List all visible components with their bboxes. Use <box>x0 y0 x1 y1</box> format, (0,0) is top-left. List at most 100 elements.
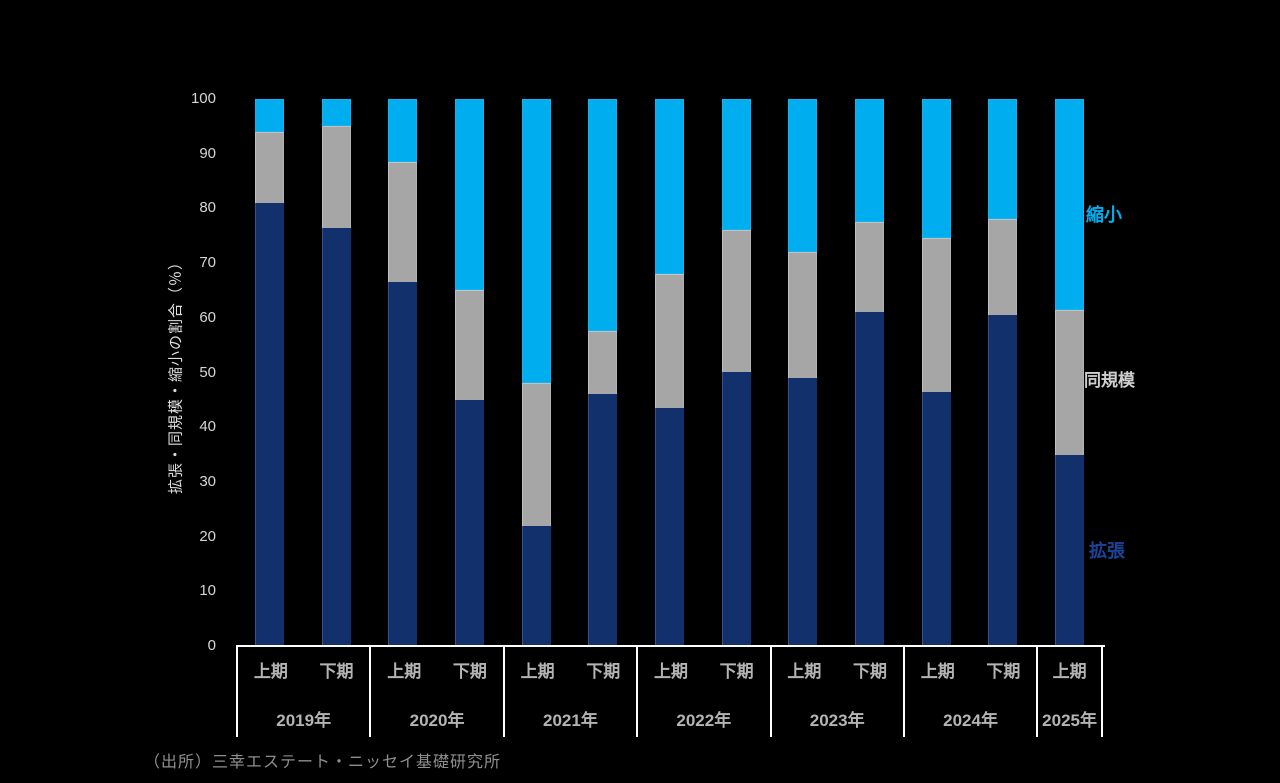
bar-segment-拡張 <box>588 394 618 646</box>
source-note: （出所）三幸エステート・ニッセイ基礎研究所 <box>144 754 502 771</box>
period-label: 下期 <box>452 662 487 681</box>
bars-row <box>636 99 769 646</box>
bars-row <box>369 99 502 646</box>
stacked-bar-2023年上期 <box>788 99 818 646</box>
period-label: 上期 <box>253 662 288 681</box>
year-label: 2020年 <box>409 711 465 730</box>
y-tick-label: 30 <box>199 472 216 490</box>
period-labels-row: 上期 下期 <box>638 657 769 682</box>
bar-segment-縮小 <box>855 99 885 223</box>
y-tick-label: 10 <box>199 582 216 600</box>
y-tick-label: 50 <box>199 363 216 381</box>
bar-segment-縮小 <box>654 99 684 275</box>
bar-segment-縮小 <box>454 99 484 291</box>
bars-row <box>503 99 636 646</box>
period-label: 下期 <box>319 662 354 681</box>
x-axis-line <box>236 645 1105 647</box>
bar-segment-同規模 <box>855 222 885 313</box>
y-tick-label: 100 <box>190 90 216 107</box>
period-label: 上期 <box>920 662 955 681</box>
bar-segment-同規模 <box>454 290 484 400</box>
legend-label-shrink: 縮小 <box>1086 205 1122 225</box>
bars-row <box>770 99 903 646</box>
stacked-bar-2022年上期 <box>654 99 684 646</box>
bar-group-2025年 <box>1036 99 1103 646</box>
bar-segment-同規模 <box>321 126 351 228</box>
bar-group-2022年 <box>636 99 769 646</box>
bar-group-2024年 <box>903 99 1036 646</box>
bar-group-2019年 <box>236 99 369 646</box>
stacked-bar-2022年下期 <box>721 99 751 646</box>
stacked-bar-2020年下期 <box>454 99 484 646</box>
legend-label-expand: 拡張 <box>1089 541 1125 561</box>
bar-group-2021年 <box>503 99 636 646</box>
year-label: 2021年 <box>543 711 598 730</box>
bar-segment-縮小 <box>1055 99 1085 310</box>
bar-segment-拡張 <box>654 408 684 646</box>
bar-segment-同規模 <box>254 131 284 203</box>
bar-segment-拡張 <box>1055 454 1085 646</box>
bar-segment-拡張 <box>521 525 551 646</box>
stacked-bar-2019年下期 <box>321 99 351 646</box>
period-label: 上期 <box>653 662 688 681</box>
plot-area <box>236 99 1103 646</box>
x-label-group-2019年: 上期 下期 2019年 <box>236 647 369 737</box>
bar-segment-同規模 <box>654 274 684 409</box>
period-labels-row: 上期 下期 <box>772 657 903 682</box>
stacked-bar-2024年上期 <box>921 99 951 646</box>
bar-segment-拡張 <box>788 377 818 646</box>
bar-segment-縮小 <box>721 99 751 231</box>
stacked-bar-2024年下期 <box>988 99 1018 646</box>
year-label: 2022年 <box>676 711 732 730</box>
y-tick-label: 70 <box>199 254 216 272</box>
period-label: 上期 <box>520 662 555 681</box>
bar-segment-縮小 <box>788 99 818 253</box>
bars-row <box>236 99 369 646</box>
bars-row <box>903 99 1036 646</box>
bar-segment-同規模 <box>388 161 418 283</box>
y-tick-label: 40 <box>199 418 216 436</box>
bar-segment-縮小 <box>521 99 551 384</box>
bar-segment-同規模 <box>921 238 951 392</box>
x-label-group-2021年: 上期 下期 2021年 <box>502 647 636 737</box>
bar-segment-拡張 <box>988 315 1018 646</box>
bar-segment-縮小 <box>988 99 1018 220</box>
period-label: 下期 <box>586 662 621 681</box>
x-label-group-2023年: 上期 下期 2023年 <box>769 647 903 737</box>
bar-segment-同規模 <box>1055 309 1085 455</box>
period-label: 上期 <box>387 662 422 681</box>
bar-segment-縮小 <box>254 99 284 132</box>
x-label-group-2022年: 上期 下期 2022年 <box>636 647 769 737</box>
y-tick-label: 0 <box>207 637 216 654</box>
bar-group-2020年 <box>369 99 502 646</box>
y-tick-label: 80 <box>199 199 216 217</box>
y-tick-label: 60 <box>199 308 216 326</box>
x-axis-label-table: 上期 下期 2019年 上期 下期 2020年 上期 下期 2021年 上期 下期 2022年 上期 下期… <box>236 647 1103 737</box>
stacked-bar-2019年上期 <box>254 99 284 646</box>
stacked-bar-2023年下期 <box>855 99 885 646</box>
bars-row <box>1036 99 1103 646</box>
y-tick-label: 90 <box>199 144 216 162</box>
year-label: 2025年 <box>1042 711 1097 730</box>
bar-segment-拡張 <box>254 202 284 646</box>
year-label: 2019年 <box>276 711 332 730</box>
period-label: 上期 <box>1052 662 1087 681</box>
legend-label-same: 同規模 <box>1084 371 1135 390</box>
year-label: 2023年 <box>809 711 865 730</box>
bar-segment-同規模 <box>721 230 751 373</box>
bar-segment-拡張 <box>454 399 484 646</box>
bar-segment-縮小 <box>921 99 951 239</box>
bar-segment-縮小 <box>588 99 618 332</box>
stacked-bar-2021年下期 <box>588 99 618 646</box>
bar-segment-縮小 <box>388 99 418 162</box>
bar-segment-同規模 <box>788 252 818 378</box>
bar-segment-拡張 <box>855 312 885 646</box>
bar-segment-同規模 <box>521 383 551 526</box>
x-label-group-2025年: 上期 2025年 <box>1036 647 1103 737</box>
x-label-group-2020年: 上期 下期 2020年 <box>369 647 502 737</box>
year-label: 2024年 <box>943 711 998 730</box>
bar-segment-拡張 <box>921 391 951 646</box>
y-tick-label: 20 <box>199 527 216 545</box>
bar-group-2023年 <box>770 99 903 646</box>
